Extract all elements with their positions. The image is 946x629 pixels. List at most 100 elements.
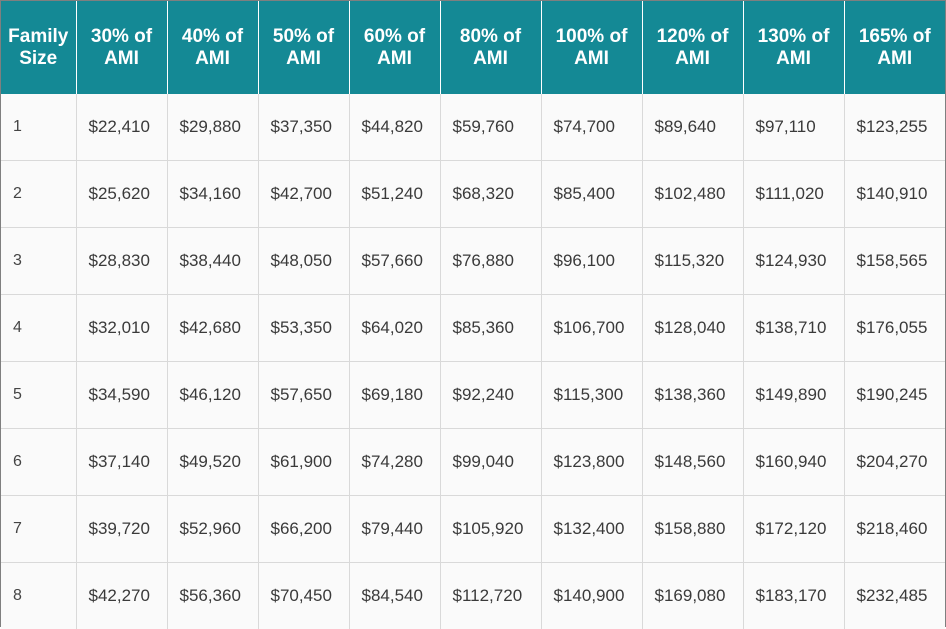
income-limit-cell: $102,480 <box>642 161 743 228</box>
column-header-line: Size <box>19 48 57 69</box>
income-limit-cell: $42,700 <box>258 161 349 228</box>
column-header-line: AMI <box>286 48 321 69</box>
income-limit-cell: $172,120 <box>743 496 844 563</box>
column-header-line: 80% of <box>460 26 521 47</box>
income-limit-cell: $158,880 <box>642 496 743 563</box>
income-limit-cell: $140,900 <box>541 563 642 629</box>
table-row: 4$32,010$42,680$53,350$64,020$85,360$106… <box>1 295 945 362</box>
income-limit-cell: $79,440 <box>349 496 440 563</box>
income-limit-cell: $123,800 <box>541 429 642 496</box>
table-body: 1$22,410$29,880$37,350$44,820$59,760 $74,… <box>1 94 945 629</box>
column-header-line: 50% of <box>273 26 334 47</box>
family-size-cell: 4 <box>1 295 76 362</box>
income-limit-cell: $38,440 <box>167 228 258 295</box>
income-limit-cell: $53,350 <box>258 295 349 362</box>
income-limit-cell: $84,540 <box>349 563 440 629</box>
family-size-cell: 5 <box>1 362 76 429</box>
income-limit-cell: $44,820 <box>349 94 440 161</box>
income-limit-cell: $52,960 <box>167 496 258 563</box>
column-header-line: 40% of <box>182 26 243 47</box>
table-row: 2$25,620$34,160$42,700$51,240$68,320$85,… <box>1 161 945 228</box>
income-limit-cell: $190,245 <box>844 362 945 429</box>
income-limit-cell: $106,700 <box>541 295 642 362</box>
income-limit-cell: $176,055 <box>844 295 945 362</box>
income-limit-cell: $115,320 <box>642 228 743 295</box>
income-limit-cell: $68,320 <box>440 161 541 228</box>
income-limit-cell: $42,270 <box>76 563 167 629</box>
income-limit-cell: $49,520 <box>167 429 258 496</box>
family-size-cell: 8 <box>1 563 76 629</box>
income-limit-cell: $39,720 <box>76 496 167 563</box>
income-limit-cell: $32,010 <box>76 295 167 362</box>
income-limit-cell: $89,640 <box>642 94 743 161</box>
table-row: 1$22,410$29,880$37,350$44,820$59,760$74,… <box>1 94 945 161</box>
income-limit-cell: $70,450 <box>258 563 349 629</box>
income-limit-cell: $99,040 <box>440 429 541 496</box>
income-limit-cell: $169,080 <box>642 563 743 629</box>
column-header-line: 165% of <box>859 26 931 47</box>
income-limit-cell: $34,590 <box>76 362 167 429</box>
income-limit-cell: $25,620 <box>76 161 167 228</box>
income-limit-cell: $37,140 <box>76 429 167 496</box>
income-limit-cell: $69,180 <box>349 362 440 429</box>
income-limit-cell: $48,050 <box>258 228 349 295</box>
column-header-line: Family <box>8 26 68 47</box>
income-limit-cell: $74,280 <box>349 429 440 496</box>
income-limit-cell: $112,720 <box>440 563 541 629</box>
column-header-line: AMI <box>104 48 139 69</box>
income-limit-cell: $160,940 <box>743 429 844 496</box>
income-limit-cell: $123,255 <box>844 94 945 161</box>
income-limit-cell: $204,270 <box>844 429 945 496</box>
income-limit-cell: $57,650 <box>258 362 349 429</box>
column-header-line: 130% of <box>758 26 830 47</box>
income-limit-cell: $85,400 <box>541 161 642 228</box>
column-header-line: AMI <box>877 48 912 69</box>
income-limit-cell: $57,660 <box>349 228 440 295</box>
income-limit-cell: $92,240 <box>440 362 541 429</box>
column-header-line: AMI <box>195 48 230 69</box>
income-limit-cell: $37,350 <box>258 94 349 161</box>
table-row: 8$42,270$56,360$70,450$84,540$112,720$14… <box>1 563 945 629</box>
table-row: 7$39,720$52,960$66,200$79,440$105,920$13… <box>1 496 945 563</box>
income-limit-cell: $140,910 <box>844 161 945 228</box>
table-row: 6$37,140$49,520$61,900$74,280$99,040$123… <box>1 429 945 496</box>
income-limit-cell: $128,040 <box>642 295 743 362</box>
income-limit-cell: $105,920 <box>440 496 541 563</box>
income-limit-cell: $76,880 <box>440 228 541 295</box>
family-size-cell: 2 <box>1 161 76 228</box>
income-limit-cell: $29,880 <box>167 94 258 161</box>
income-limit-cell: $28,830 <box>76 228 167 295</box>
column-header-line: 60% of <box>364 26 425 47</box>
column-header-line: 30% of <box>91 26 152 47</box>
income-limit-cell: $56,360 <box>167 563 258 629</box>
income-limit-cell: $85,360 <box>440 295 541 362</box>
family-size-cell: 1 <box>1 94 76 161</box>
income-limit-cell: $59,760 <box>440 94 541 161</box>
column-header-line: AMI <box>776 48 811 69</box>
income-limit-cell: $96,100 <box>541 228 642 295</box>
column-header-line: AMI <box>574 48 609 69</box>
income-limit-cell: $22,410 <box>76 94 167 161</box>
column-header-line: AMI <box>377 48 412 69</box>
column-header-line: AMI <box>473 48 508 69</box>
income-limit-cell: $42,680 <box>167 295 258 362</box>
income-limit-cell: $138,710 <box>743 295 844 362</box>
income-limit-cell: $218,460 <box>844 496 945 563</box>
income-limit-cell: $115,300 <box>541 362 642 429</box>
income-limit-cell: $183,170 <box>743 563 844 629</box>
income-limit-cell: $34,160 <box>167 161 258 228</box>
income-limit-cell: $66,200 <box>258 496 349 563</box>
income-limit-cell: $51,240 <box>349 161 440 228</box>
